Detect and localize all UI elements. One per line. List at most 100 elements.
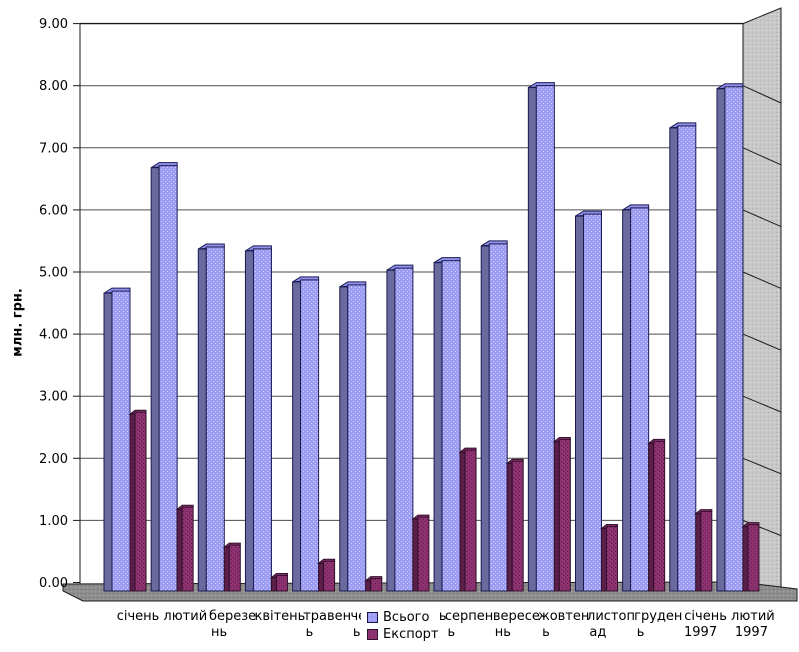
bar-total-front bbox=[583, 213, 602, 592]
y-tick-label: 6.00 bbox=[39, 203, 68, 218]
x-category-label: вересе bbox=[493, 609, 540, 624]
legend-label-total: Всього bbox=[383, 610, 430, 625]
bar-export-side bbox=[648, 442, 655, 592]
x-category-label: груден bbox=[634, 609, 682, 624]
x-category-label-line2: ь bbox=[353, 625, 361, 640]
wall-gridline bbox=[742, 85, 782, 104]
bar-total-front bbox=[535, 85, 555, 592]
x-category-label-line2: 1997 bbox=[735, 625, 768, 640]
total-series-swatch-icon bbox=[367, 612, 378, 623]
bar-export-front bbox=[134, 411, 147, 592]
bar-total-front bbox=[111, 290, 131, 592]
bar-export-front bbox=[323, 560, 336, 592]
x-category-label: травен bbox=[303, 609, 351, 624]
legend-entry-total: Всього bbox=[367, 610, 439, 625]
bar-total-side bbox=[433, 262, 443, 592]
bar-export-side bbox=[176, 508, 183, 592]
bar-total-front bbox=[441, 260, 461, 592]
x-category-label: лютий bbox=[163, 609, 207, 624]
bar-export-side bbox=[553, 441, 560, 592]
bar-total-front bbox=[488, 243, 508, 592]
bar-total-front bbox=[347, 284, 367, 592]
wall-gridline bbox=[742, 271, 782, 289]
bar-total-side bbox=[716, 88, 726, 592]
x-category-label: жовтен bbox=[538, 609, 589, 624]
x-category-label-line2: нь bbox=[495, 625, 511, 640]
x-category-label-line2: ь bbox=[448, 625, 456, 640]
bar-export-front bbox=[558, 439, 571, 592]
x-category-label: квітень bbox=[254, 609, 305, 624]
bar-total-front bbox=[724, 86, 744, 592]
bar-export-side bbox=[459, 451, 466, 592]
bar-total-front bbox=[158, 165, 178, 592]
y-tick-label: 5.00 bbox=[39, 266, 68, 281]
x-category-label: серпен bbox=[445, 609, 493, 624]
bar-export-front bbox=[181, 506, 194, 592]
y-tick-label: 9.00 bbox=[39, 17, 68, 32]
wall-gridline bbox=[742, 209, 782, 228]
plot-area: 0.00 1.00 2.00 3.00 4.00 5.00 6.00 7.00 8.00 9.00… bbox=[39, 7, 798, 640]
wall-gridline bbox=[742, 457, 782, 475]
bar-total-front bbox=[394, 267, 414, 592]
bar-export-side bbox=[129, 413, 136, 592]
wall-gridline bbox=[742, 333, 782, 351]
bar-total-side bbox=[527, 87, 537, 592]
legend-label-export: Експорт bbox=[383, 627, 439, 642]
bar-total-side bbox=[103, 292, 113, 592]
bar-export-side bbox=[412, 518, 419, 592]
bar-total-side bbox=[575, 215, 584, 592]
y-tick-label: 3.00 bbox=[39, 390, 68, 405]
bar-export-front bbox=[228, 544, 241, 592]
x-category-label: лютий bbox=[731, 609, 775, 624]
x-category-label-line2: ь bbox=[542, 625, 550, 640]
bar-export-side bbox=[223, 546, 230, 592]
y-tick-label: 1.00 bbox=[39, 514, 68, 529]
bar-export-side bbox=[742, 526, 749, 592]
bar-export-front bbox=[370, 578, 383, 592]
chart-legend: Всього Експорт bbox=[361, 604, 439, 648]
bar-total-side bbox=[480, 245, 490, 592]
x-category-label: січень bbox=[117, 609, 160, 624]
bar-export-front bbox=[417, 516, 430, 592]
x-category-label: листоп bbox=[587, 609, 635, 624]
x-category-label-line2: ь bbox=[637, 625, 645, 640]
bar-export-side bbox=[695, 513, 702, 592]
bar-total-side bbox=[244, 250, 254, 592]
bar-export-front bbox=[606, 525, 618, 592]
bar-total-front bbox=[205, 246, 225, 592]
bar-export-side bbox=[365, 580, 372, 592]
x-category-label-line2: ад bbox=[589, 625, 606, 640]
bar-export-side bbox=[318, 562, 325, 592]
y-tick-label: 7.00 bbox=[39, 141, 68, 156]
bar-export-front bbox=[747, 524, 760, 592]
wall-gridline bbox=[742, 395, 782, 413]
x-category-label-line2: нь bbox=[211, 625, 227, 640]
x-category-label: січень bbox=[684, 609, 727, 624]
bar-total-side bbox=[386, 269, 396, 592]
bar-total-front bbox=[300, 279, 320, 592]
bar-total-front bbox=[677, 125, 697, 592]
bar-total-side bbox=[339, 286, 349, 592]
side-wall bbox=[742, 7, 782, 593]
legend-entry-export: Експорт bbox=[367, 627, 439, 642]
bar-export-front bbox=[275, 575, 288, 592]
y-tick-label: 8.00 bbox=[39, 79, 68, 94]
y-tick-label: 2.00 bbox=[39, 452, 68, 467]
bar-total-side bbox=[292, 281, 302, 592]
bar-total-side bbox=[669, 127, 679, 592]
y-tick-label: 0.00 bbox=[39, 576, 68, 591]
x-category-label-line2: ь bbox=[306, 625, 314, 640]
bar-total-front bbox=[252, 248, 272, 592]
bar-export-side bbox=[270, 577, 277, 592]
bar-export-front bbox=[653, 440, 666, 592]
x-category-label-line2: 1997 bbox=[684, 625, 717, 640]
bar-total-front bbox=[630, 207, 650, 592]
y-axis-title: млн. грн. bbox=[10, 288, 26, 357]
bar-export-front bbox=[464, 449, 477, 592]
wall-gridline bbox=[742, 147, 782, 166]
bar-export-side bbox=[506, 462, 513, 592]
bar-total-side bbox=[197, 248, 207, 592]
bar-total-side bbox=[150, 167, 160, 592]
